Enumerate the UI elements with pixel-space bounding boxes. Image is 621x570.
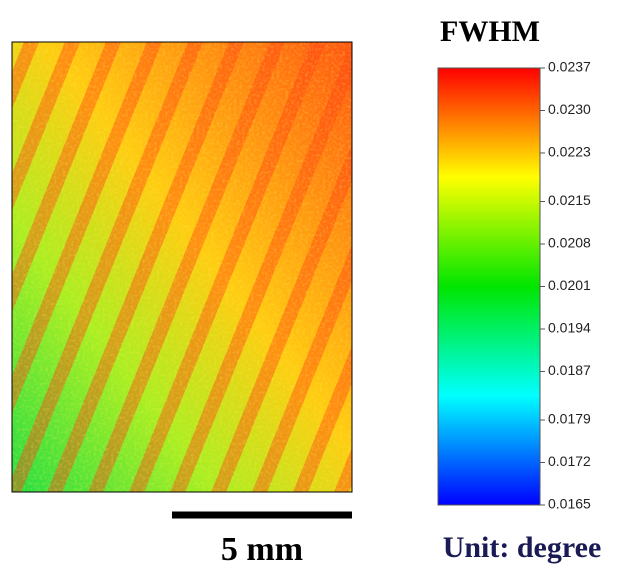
tick-label: 0.0215 <box>548 192 591 208</box>
colorbar <box>437 67 541 506</box>
tick-label: 0.0194 <box>548 320 591 336</box>
scale-label: 5 mm <box>221 531 303 568</box>
unit-label: Unit: degree <box>443 531 602 564</box>
tick-label: 0.0172 <box>548 453 591 469</box>
tick-label: 0.0201 <box>548 277 591 293</box>
heatmap <box>11 41 353 493</box>
tick-label: 0.0230 <box>548 101 591 117</box>
tick-label: 0.0208 <box>548 235 591 251</box>
tick-label: 0.0179 <box>548 411 591 427</box>
colorbar-title: FWHM <box>440 15 540 48</box>
tick-label: 0.0223 <box>548 144 591 160</box>
tick-label: 0.0165 <box>548 496 591 512</box>
tick-label: 0.0187 <box>548 362 591 378</box>
tick-label: 0.0237 <box>548 59 591 75</box>
